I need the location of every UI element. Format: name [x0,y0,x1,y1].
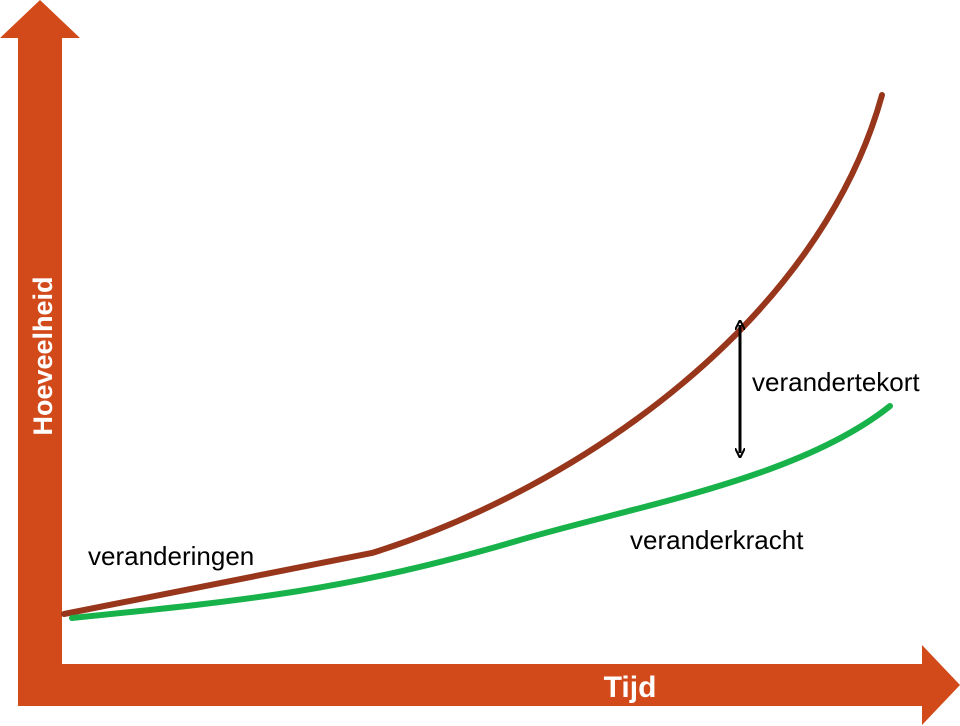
curve-veranderingen [61,92,885,617]
y-axis-shaft [18,38,62,706]
x-axis-shaft [18,664,924,706]
label-veranderingen: veranderingen [88,541,254,571]
x-axis-title: Tijd [604,671,657,704]
curve-veranderkracht [69,403,893,621]
label-verandertekort: verandertekort [752,367,920,397]
x-axis-arrow [18,645,960,725]
y-axis-title: Hoeveelheid [28,276,58,435]
y-axis-arrow [0,0,80,706]
x-axis-head [922,645,960,725]
y-axis-head [0,0,80,38]
label-veranderkracht: veranderkracht [630,525,804,555]
